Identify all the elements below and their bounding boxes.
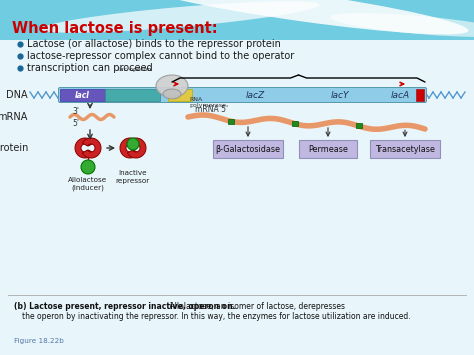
- Text: Protein: Protein: [0, 143, 28, 153]
- Ellipse shape: [330, 13, 474, 37]
- Text: (b) Lactose present, repressor inactive, operon on.: (b) Lactose present, repressor inactive,…: [14, 302, 236, 311]
- Text: transcription can proceed: transcription can proceed: [27, 63, 153, 73]
- FancyBboxPatch shape: [0, 40, 474, 355]
- FancyBboxPatch shape: [60, 89, 105, 101]
- Wedge shape: [82, 138, 101, 158]
- Text: 5': 5': [72, 119, 79, 127]
- Text: Permease: Permease: [308, 144, 348, 153]
- Ellipse shape: [156, 75, 188, 97]
- FancyBboxPatch shape: [213, 140, 283, 158]
- FancyBboxPatch shape: [0, 0, 474, 45]
- Text: RNA
polymerase: RNA polymerase: [189, 97, 226, 108]
- FancyBboxPatch shape: [168, 89, 192, 101]
- Text: lacI: lacI: [74, 91, 90, 99]
- Text: DNA: DNA: [6, 90, 28, 100]
- Text: Allolactose
(inducer): Allolactose (inducer): [68, 177, 108, 191]
- Wedge shape: [128, 138, 146, 158]
- FancyBboxPatch shape: [299, 140, 357, 158]
- FancyBboxPatch shape: [58, 87, 427, 103]
- Text: lacZ: lacZ: [246, 91, 264, 99]
- Text: Lactose (or allactose) binds to the repressor protein: Lactose (or allactose) binds to the repr…: [27, 39, 281, 49]
- Text: Allolactose, an isomer of lactose, derepresses: Allolactose, an isomer of lactose, derep…: [167, 302, 345, 311]
- FancyBboxPatch shape: [292, 121, 298, 126]
- Text: lactose-repressor complex cannot bind to the operator: lactose-repressor complex cannot bind to…: [27, 51, 294, 61]
- Text: Transacetylase: Transacetylase: [375, 144, 435, 153]
- Text: lac operon: lac operon: [118, 66, 151, 71]
- Text: mRNA: mRNA: [0, 112, 28, 122]
- Text: lacA: lacA: [391, 91, 410, 99]
- FancyBboxPatch shape: [228, 119, 234, 124]
- Ellipse shape: [163, 89, 181, 99]
- Circle shape: [127, 138, 139, 150]
- Wedge shape: [120, 138, 139, 158]
- Wedge shape: [75, 138, 94, 158]
- Text: mRNA 5': mRNA 5': [195, 105, 228, 115]
- FancyBboxPatch shape: [370, 140, 440, 158]
- Text: the operon by inactivating the repressor. In this way, the enzymes for lactose u: the operon by inactivating the repressor…: [22, 312, 410, 321]
- Text: Figure 18.22b: Figure 18.22b: [14, 338, 64, 344]
- FancyBboxPatch shape: [105, 89, 160, 101]
- Text: Inactive
repressor: Inactive repressor: [116, 170, 150, 184]
- Text: When lactose is present:: When lactose is present:: [12, 22, 218, 37]
- FancyBboxPatch shape: [416, 89, 424, 101]
- Ellipse shape: [41, 1, 319, 33]
- Ellipse shape: [132, 0, 468, 34]
- Text: lacY: lacY: [331, 91, 349, 99]
- FancyBboxPatch shape: [356, 124, 362, 129]
- Circle shape: [81, 160, 95, 174]
- Text: β-Galactosidase: β-Galactosidase: [216, 144, 281, 153]
- Text: 3': 3': [72, 108, 79, 116]
